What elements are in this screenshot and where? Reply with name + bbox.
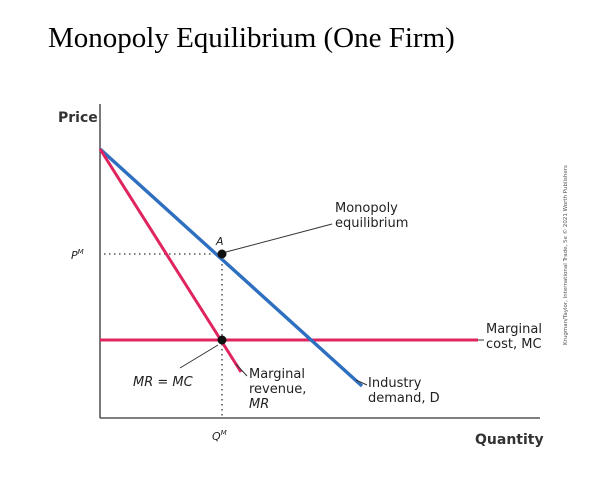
mr-mc-intersection-point	[217, 335, 227, 345]
y-axis-label: Price	[58, 110, 98, 126]
slide-title: Monopoly Equilibrium (One Firm)	[48, 22, 455, 54]
equilibrium-point-a	[217, 249, 227, 259]
monopoly-equilibrium-label: Monopoly equilibrium	[335, 201, 408, 231]
marginal-cost-label: Marginal cost, MC	[486, 322, 546, 352]
x-axis-label: Quantity	[475, 432, 544, 448]
equilibrium-callout-line	[225, 223, 333, 253]
mr-callout-line	[235, 363, 248, 377]
publisher-credit: Krugman/Taylor, International Trade, 5e …	[562, 165, 569, 345]
price-tick-label: PM	[71, 248, 84, 262]
quantity-tick-label: QM	[212, 429, 227, 443]
industry-demand-label: Industry demand, D	[368, 376, 440, 406]
demand-callout-line	[355, 379, 368, 386]
point-a-label: A	[215, 235, 224, 248]
mr-equals-mc-label: MR = MC	[133, 375, 194, 390]
marginal-revenue-label: Marginal revenue, MR	[249, 367, 311, 412]
mr-mc-callout-line	[179, 344, 219, 369]
demand-line	[98, 147, 364, 388]
marginal-revenue-line	[98, 148, 243, 373]
